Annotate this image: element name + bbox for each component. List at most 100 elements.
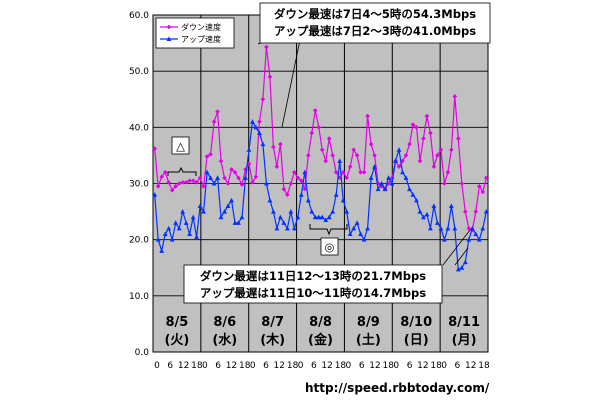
data-point-down xyxy=(173,184,178,189)
data-point-up xyxy=(452,225,458,231)
data-point-down xyxy=(222,175,227,181)
data-point-down xyxy=(456,136,461,141)
data-point-down xyxy=(463,209,468,214)
data-point-up xyxy=(441,237,447,242)
data-point-up xyxy=(337,158,343,164)
x-hour-tick-label: 6 xyxy=(455,361,461,371)
data-point-up xyxy=(361,237,367,242)
data-point-down xyxy=(264,44,269,50)
day-weekday-label: (月) xyxy=(452,333,477,348)
day-weekday-label: (土) xyxy=(356,332,381,348)
x-hour-tick-label: 18 xyxy=(191,361,203,371)
day-weekday-label: (木) xyxy=(260,332,285,348)
data-point-up xyxy=(298,192,304,197)
legend-box xyxy=(155,17,235,49)
x-hour-tick-label: 12 xyxy=(369,361,380,371)
data-point-down xyxy=(299,178,304,183)
marker-triangle-symbol: △ xyxy=(176,139,185,153)
day-date-label: 8/5 xyxy=(166,315,189,330)
data-point-up xyxy=(396,147,402,152)
data-point-down xyxy=(190,178,196,183)
data-point-up xyxy=(253,124,259,130)
data-point-up xyxy=(340,197,346,203)
data-point-up xyxy=(218,214,224,220)
x-hour-tick-label: 6 xyxy=(167,361,173,371)
x-hour-tick-label: 6 xyxy=(359,361,365,371)
data-point-down xyxy=(424,113,430,119)
callout-pointer xyxy=(281,39,301,128)
data-point-down xyxy=(344,175,349,181)
data-point-down xyxy=(281,186,287,192)
data-point-up xyxy=(435,220,440,225)
data-point-down xyxy=(476,184,482,189)
data-point-down xyxy=(274,164,280,169)
data-point-up xyxy=(323,217,329,223)
x-hour-tick-label: 12 xyxy=(465,361,476,371)
data-point-down xyxy=(312,108,318,113)
callout-pointer xyxy=(454,247,469,266)
marker-box-circle xyxy=(320,237,339,256)
bracket-triangle xyxy=(167,166,197,176)
x-hour-tick-label: 18 xyxy=(335,361,347,371)
x-hour-tick-label: 12 xyxy=(226,361,237,371)
data-point-up xyxy=(330,208,336,214)
data-point-down xyxy=(285,192,290,198)
data-point-up xyxy=(281,220,287,225)
data-point-up xyxy=(180,208,186,214)
data-point-up xyxy=(250,119,255,124)
y-tick-label: 20.0 xyxy=(129,236,149,246)
y-tick-label: 50.0 xyxy=(129,67,149,77)
data-point-down xyxy=(309,130,315,136)
data-point-up xyxy=(169,237,175,242)
data-point-down xyxy=(333,169,339,175)
day-date-label: 8/10 xyxy=(400,315,432,330)
legend-label: ダウン速度 xyxy=(181,22,221,32)
data-point-up xyxy=(270,208,276,214)
data-point-down xyxy=(445,169,451,175)
y-tick-label: 40.0 xyxy=(129,123,149,133)
data-point-up xyxy=(347,231,353,237)
data-point-down xyxy=(351,147,356,153)
data-point-up xyxy=(264,180,269,186)
data-point-down xyxy=(410,122,416,127)
data-point-up xyxy=(159,248,165,253)
data-point-down xyxy=(421,136,426,141)
data-point-down xyxy=(358,169,363,175)
data-point-up xyxy=(410,192,416,197)
data-point-down xyxy=(162,169,168,175)
data-point-down xyxy=(246,161,252,167)
data-point-down xyxy=(365,113,370,119)
data-point-down xyxy=(278,141,283,147)
data-point-up xyxy=(469,225,475,231)
data-point-up xyxy=(274,225,280,231)
data-point-down xyxy=(250,180,255,185)
data-point-up xyxy=(476,237,482,242)
data-point-up xyxy=(424,211,430,217)
x-hour-tick-label: 0 xyxy=(298,361,304,371)
day-date-label: 8/6 xyxy=(213,315,236,330)
data-point-up xyxy=(354,220,360,225)
data-point-up xyxy=(190,214,196,220)
data-point-down xyxy=(201,184,206,189)
annotation-fastest-down: ダウン最速は7日4～5時の54.3Mbps xyxy=(274,7,476,21)
bracket-circle xyxy=(309,224,348,236)
data-point-down xyxy=(260,96,266,102)
data-point-down xyxy=(166,180,172,185)
data-point-up xyxy=(483,208,489,214)
data-point-down xyxy=(187,178,192,183)
data-point-up xyxy=(407,186,412,192)
data-point-up xyxy=(333,192,339,197)
data-point-up xyxy=(201,208,206,214)
x-hour-tick-label: 6 xyxy=(407,361,413,371)
data-point-up xyxy=(351,225,357,231)
data-point-down xyxy=(253,174,259,180)
data-point-up xyxy=(229,197,234,203)
data-point-up xyxy=(225,203,231,208)
x-hour-tick-label: 12 xyxy=(178,361,189,371)
data-point-up xyxy=(365,225,371,231)
data-point-down xyxy=(232,169,238,175)
data-point-down xyxy=(435,153,440,158)
data-point-up xyxy=(466,237,472,242)
data-point-up xyxy=(448,203,454,208)
